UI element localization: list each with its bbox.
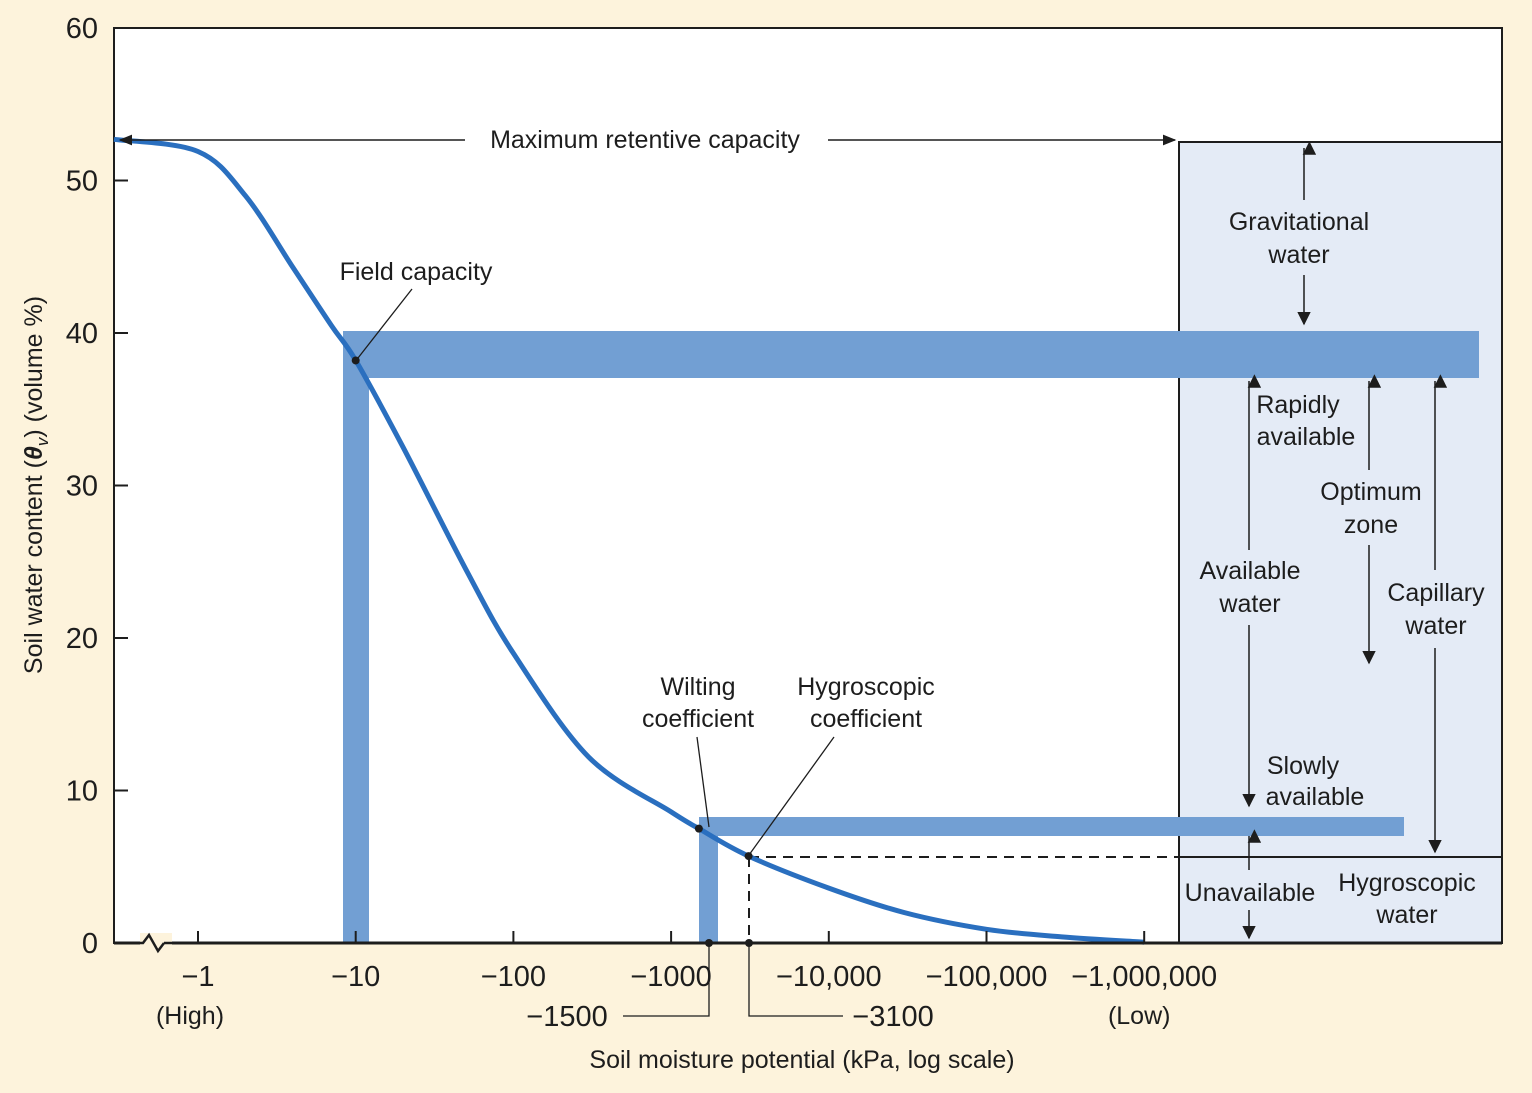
y-tick-label: 10: [66, 776, 98, 808]
x-axis-title: Soil moisture potential (kPa, log scale): [589, 1046, 1014, 1074]
hygroscopic-coef-leader: [748, 736, 835, 856]
slowly-label-line1: Slowly: [1267, 752, 1340, 780]
capillary-label-line1: Capillary: [1387, 579, 1485, 607]
y-tick-label: 30: [66, 471, 98, 503]
y-tick-label: 60: [66, 13, 98, 45]
minus-3100-leader: [748, 943, 843, 1017]
field-capacity-band-vertical: [343, 331, 369, 943]
axis-break-icon: [116, 932, 176, 954]
x-tick-label: −1: [181, 961, 214, 993]
x-tick-label: −1,000,000: [1071, 961, 1217, 993]
field-capacity-point: [351, 356, 360, 365]
capillary-label-line2: water: [1404, 612, 1466, 640]
max-retentive-label: Maximum retentive capacity: [490, 126, 800, 154]
minus-3100-label: −3100: [852, 1001, 933, 1033]
x-high-label: (High): [156, 1002, 224, 1030]
rapidly-label-line1: Rapidly: [1256, 391, 1340, 419]
available-label-line1: Available: [1199, 557, 1300, 585]
available-label-line2: water: [1218, 590, 1280, 618]
hygroscopic-water-label-line1: Hygroscopic: [1338, 869, 1476, 897]
gravitational-label-line1: Gravitational: [1229, 208, 1369, 236]
x-tick-label: −1000: [630, 961, 711, 993]
minus-1500-label: −1500: [526, 1001, 607, 1033]
field-capacity-leader: [357, 288, 413, 359]
wilting-leader: [696, 736, 710, 828]
y-tick-label: 50: [66, 166, 98, 198]
y-axis-title: Soil water content (θv) (volume %): [20, 296, 52, 674]
gravitational-label-line2: water: [1267, 241, 1329, 269]
water-classification-panel: [1178, 141, 1503, 944]
x-tick-label: −100: [481, 961, 546, 993]
optimum-label-line1: Optimum: [1320, 478, 1421, 506]
minus-1500-leader: [623, 943, 710, 1017]
slowly-label-line2: available: [1266, 783, 1365, 811]
y-axis-title-suffix: ) (volume %): [20, 296, 48, 438]
rapidly-label-line2: available: [1257, 423, 1356, 451]
x-axis: −1 −10 −100 −1000 −10,000 −100,000 −1,000,000 (…: [114, 931, 1502, 1030]
y-axis-title-subscript: v: [33, 436, 52, 446]
y-axis-title-prefix: Soil water content (: [20, 459, 48, 674]
y-axis: 0 10 20 30 40 50 60: [66, 13, 128, 960]
wilting-label-line1: Wilting: [660, 673, 735, 701]
x-tick-label: −10,000: [776, 961, 882, 993]
x-low-label: (Low): [1108, 1002, 1171, 1030]
wilting-band-vertical: [699, 817, 718, 943]
x-tick-label: −100,000: [926, 961, 1048, 993]
wilting-band-horizontal: [699, 817, 1404, 836]
hygroscopic-water-label-line2: water: [1375, 901, 1437, 929]
unavailable-label: Unavailable: [1185, 879, 1316, 907]
hygroscopic-coef-label-line2: coefficient: [810, 705, 922, 733]
x-tick-label: −10: [331, 961, 380, 993]
optimum-label-line2: zone: [1344, 511, 1398, 539]
field-capacity-label: Field capacity: [340, 258, 493, 286]
y-tick-label: 20: [66, 623, 98, 655]
field-capacity-band-horizontal: [343, 331, 1479, 378]
soil-water-curve: [113, 136, 1145, 945]
y-axis-title-theta: θ: [20, 446, 48, 460]
y-tick-label: 0: [82, 928, 98, 960]
hygroscopic-coef-label-line1: Hygroscopic: [797, 673, 935, 701]
wilting-coefficient-point: [694, 824, 703, 833]
y-tick-label: 40: [66, 318, 98, 350]
hygroscopic-coefficient-point: [744, 852, 753, 861]
wilting-label-line2: coefficient: [642, 705, 754, 733]
